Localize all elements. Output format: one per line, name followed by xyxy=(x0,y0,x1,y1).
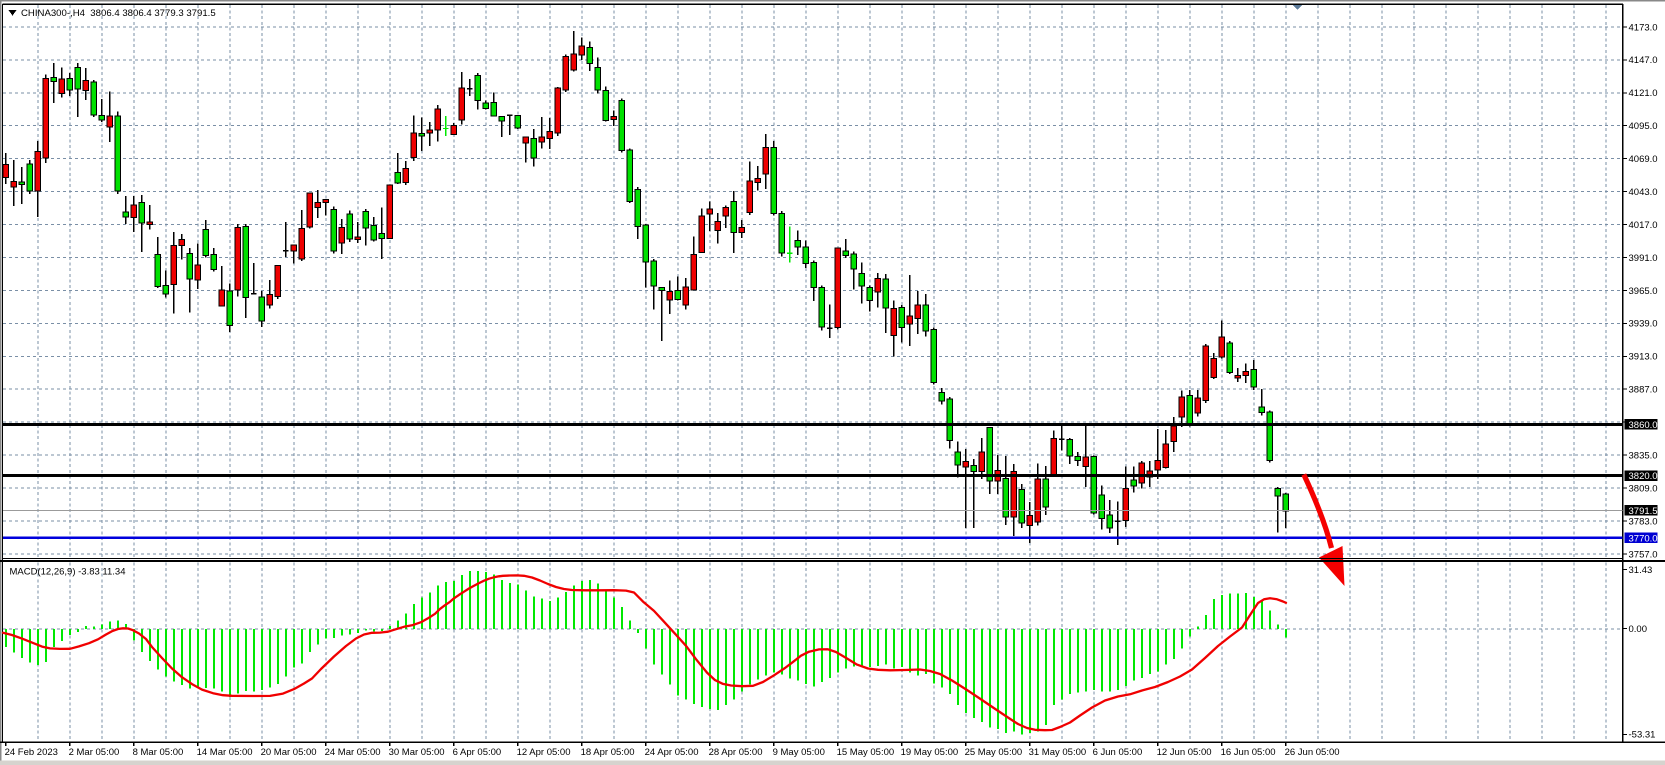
svg-text:30 Mar 05:00: 30 Mar 05:00 xyxy=(389,747,445,758)
svg-text:3791.5: 3791.5 xyxy=(1629,506,1658,517)
svg-text:16 Jun 05:00: 16 Jun 05:00 xyxy=(1221,747,1276,758)
svg-text:6 Apr 05:00: 6 Apr 05:00 xyxy=(453,747,502,758)
svg-text:6 Jun 05:00: 6 Jun 05:00 xyxy=(1093,747,1143,758)
svg-text:28 Apr 05:00: 28 Apr 05:00 xyxy=(709,747,763,758)
svg-text:3757.0: 3757.0 xyxy=(1629,549,1658,560)
svg-text:-53.31: -53.31 xyxy=(1629,730,1656,741)
svg-text:4173.0: 4173.0 xyxy=(1629,22,1658,33)
svg-text:31 May 05:00: 31 May 05:00 xyxy=(1029,747,1087,758)
svg-text:3860.0: 3860.0 xyxy=(1629,420,1658,431)
svg-text:4069.0: 4069.0 xyxy=(1629,154,1658,165)
svg-text:2 Mar 05:00: 2 Mar 05:00 xyxy=(69,747,120,758)
svg-text:MACD(12,26,9) -3.83 11.34: MACD(12,26,9) -3.83 11.34 xyxy=(10,567,126,578)
svg-text:3820.0: 3820.0 xyxy=(1629,471,1658,482)
svg-text:3991.0: 3991.0 xyxy=(1629,253,1658,264)
svg-text:24 Feb 2023: 24 Feb 2023 xyxy=(5,747,58,758)
svg-text:3809.0: 3809.0 xyxy=(1629,483,1658,494)
svg-text:25 May 05:00: 25 May 05:00 xyxy=(965,747,1023,758)
svg-text:4121.0: 4121.0 xyxy=(1629,88,1658,99)
svg-text:3887.0: 3887.0 xyxy=(1629,385,1658,396)
svg-text:15 May 05:00: 15 May 05:00 xyxy=(837,747,895,758)
svg-text:12 Apr 05:00: 12 Apr 05:00 xyxy=(517,747,571,758)
svg-text:3913.0: 3913.0 xyxy=(1629,352,1658,363)
svg-text:4095.0: 4095.0 xyxy=(1629,121,1658,132)
svg-text:4017.0: 4017.0 xyxy=(1629,220,1658,231)
svg-text:26 Jun 05:00: 26 Jun 05:00 xyxy=(1285,747,1340,758)
svg-text:24 Apr 05:00: 24 Apr 05:00 xyxy=(645,747,699,758)
svg-text:3770.0: 3770.0 xyxy=(1629,533,1658,544)
svg-text:4147.0: 4147.0 xyxy=(1629,55,1658,66)
svg-text:0.00: 0.00 xyxy=(1629,624,1648,635)
svg-text:3939.0: 3939.0 xyxy=(1629,319,1658,330)
svg-text:CHINA300-,H4 3806.4 3806.4 37: CHINA300-,H4 3806.4 3806.4 3779.3 3791.5 xyxy=(21,8,216,19)
svg-text:20 Mar 05:00: 20 Mar 05:00 xyxy=(261,747,317,758)
svg-text:18 Apr 05:00: 18 Apr 05:00 xyxy=(581,747,635,758)
svg-text:3783.0: 3783.0 xyxy=(1629,516,1658,527)
svg-text:12 Jun 05:00: 12 Jun 05:00 xyxy=(1157,747,1212,758)
svg-text:3965.0: 3965.0 xyxy=(1629,286,1658,297)
svg-text:3835.0: 3835.0 xyxy=(1629,451,1658,462)
svg-text:9 May 05:00: 9 May 05:00 xyxy=(773,747,825,758)
svg-text:31.43: 31.43 xyxy=(1629,565,1653,576)
svg-text:8 Mar 05:00: 8 Mar 05:00 xyxy=(133,747,184,758)
svg-text:14 Mar 05:00: 14 Mar 05:00 xyxy=(197,747,253,758)
svg-text:4043.0: 4043.0 xyxy=(1629,187,1658,198)
svg-text:24 Mar 05:00: 24 Mar 05:00 xyxy=(325,747,381,758)
svg-text:19 May 05:00: 19 May 05:00 xyxy=(901,747,959,758)
